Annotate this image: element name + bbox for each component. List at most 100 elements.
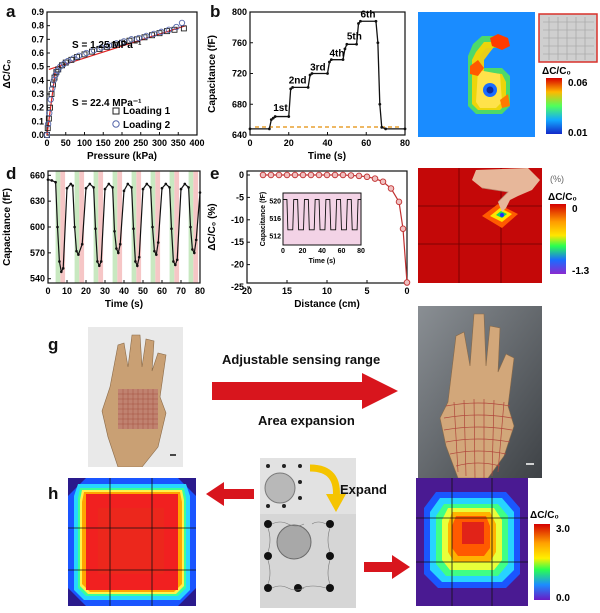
loading2-point bbox=[98, 44, 105, 51]
capacitance-point-b bbox=[306, 85, 310, 89]
e-ytick-label: -5 bbox=[236, 192, 244, 202]
capacitance-point-b bbox=[359, 19, 362, 23]
loading2-point bbox=[113, 40, 120, 47]
expand-label: Expand bbox=[340, 482, 387, 497]
b-ytick-label: 640 bbox=[232, 130, 247, 140]
capacitance-point-b bbox=[357, 22, 360, 25]
loading2-point bbox=[49, 85, 56, 92]
capacitance-point-d bbox=[65, 186, 69, 190]
a-ytick-label: 0.7 bbox=[31, 34, 44, 44]
colorbar-h-group: ΔC/C₀ 3.0 0.0 bbox=[530, 510, 570, 604]
capacitance-point-d bbox=[111, 186, 114, 189]
capacitance-point-b bbox=[378, 102, 382, 106]
loading1-point bbox=[156, 30, 163, 37]
inset-x-label: Time (s) bbox=[309, 258, 336, 265]
chart-d: 0 10 20 30 40 50 60 70 80 540 570 600 630 660 Time (s… bbox=[2, 170, 205, 310]
capacitance-point-d bbox=[71, 184, 74, 187]
capacitance-point-b bbox=[273, 115, 277, 118]
d-ytick-label: 630 bbox=[30, 196, 45, 206]
capacitance-point-d bbox=[172, 260, 175, 263]
green-band bbox=[74, 171, 80, 283]
loading2-point bbox=[83, 49, 90, 57]
b-ytick-label: 680 bbox=[232, 99, 247, 109]
capacitance-point-d bbox=[145, 182, 149, 186]
capacitance-point-b bbox=[271, 116, 275, 120]
capacitance-point-d bbox=[80, 242, 84, 246]
capacitance-point-b bbox=[289, 87, 293, 91]
capacitance-point-b bbox=[355, 42, 358, 46]
capacitance-point-b bbox=[328, 60, 331, 64]
pink-band bbox=[174, 171, 180, 283]
e-ytick-label: -10 bbox=[231, 215, 244, 225]
capacitance-point-d bbox=[58, 260, 61, 263]
capacitance-point-d bbox=[155, 253, 158, 256]
loading1-point bbox=[141, 34, 148, 41]
loading2-point bbox=[47, 96, 54, 103]
loading1-point bbox=[164, 28, 170, 35]
capacitance-point-d bbox=[134, 260, 137, 263]
loading2-point bbox=[90, 47, 98, 54]
loading2-point bbox=[158, 28, 165, 35]
colorbar-h bbox=[534, 524, 550, 600]
capacitance-point-b bbox=[341, 58, 345, 62]
capacitance-point-b bbox=[248, 127, 252, 131]
capacitance-point-d bbox=[164, 182, 168, 186]
e-ytick-label: -25 bbox=[231, 282, 244, 292]
heatmap-c: ΔC/C₀ 0.06 0.01 bbox=[418, 12, 598, 139]
capacitance-point-d bbox=[193, 251, 196, 255]
pink-band bbox=[136, 171, 142, 283]
capacitance-point-d bbox=[75, 249, 78, 253]
capacitance-point-d bbox=[92, 186, 95, 189]
d-xtick-label: 30 bbox=[100, 286, 110, 296]
e-xtick-label: 15 bbox=[282, 286, 292, 296]
pink-band bbox=[60, 171, 66, 283]
e-ytick-label: 0 bbox=[239, 170, 244, 180]
d-ytick-label: 600 bbox=[30, 222, 45, 232]
x-axis-label-b: Time (s) bbox=[308, 151, 346, 162]
panel-label-e: e bbox=[210, 164, 220, 183]
capacitance-point-d bbox=[60, 270, 63, 274]
slope-low-label: S = 22.4 MPa⁻¹ bbox=[72, 98, 142, 109]
capacitance-point-b bbox=[291, 85, 295, 89]
a-ytick-label: 0.1 bbox=[31, 116, 44, 126]
b-xtick-label: 20 bbox=[284, 138, 294, 148]
heatmap-f: (%) ΔC/C₀ 0 -1.3 bbox=[418, 168, 590, 283]
colorbar-h-min: 0.0 bbox=[556, 593, 570, 604]
pink-band bbox=[155, 171, 161, 283]
a-xtick-label: 400 bbox=[189, 138, 204, 148]
a-ytick-label: 0.9 bbox=[31, 7, 44, 17]
b-ytick-label: 760 bbox=[232, 38, 247, 48]
b-xtick-label: 80 bbox=[400, 138, 410, 148]
capacitance-point-b bbox=[403, 127, 407, 131]
capacitance-point-b bbox=[374, 19, 378, 23]
response-point-e bbox=[291, 171, 299, 179]
capacitance-point-d bbox=[61, 267, 65, 270]
capacitance-point-d bbox=[137, 255, 141, 259]
b-xtick-label: 60 bbox=[361, 138, 371, 148]
response-point-e bbox=[347, 172, 355, 179]
capacitance-point-d bbox=[191, 248, 194, 251]
capacitance-point-d bbox=[179, 187, 183, 191]
capacitance-point-b bbox=[308, 73, 312, 77]
step-label-6: 6th bbox=[360, 9, 375, 20]
photo-g-left bbox=[88, 327, 183, 467]
a-xtick-label: 250 bbox=[133, 138, 148, 148]
colorbar-c-min: 0.01 bbox=[568, 128, 588, 139]
loading1-point bbox=[119, 39, 125, 46]
loading2-point bbox=[52, 71, 59, 79]
digit-six-shape bbox=[468, 34, 510, 114]
capacitance-point-b bbox=[329, 58, 333, 62]
loading1-point bbox=[68, 56, 75, 63]
response-point-e bbox=[267, 171, 275, 179]
colorbar-f-max: 0 bbox=[572, 204, 578, 215]
step-label-4: 4th bbox=[329, 49, 344, 60]
step-label-2: 2nd bbox=[289, 75, 307, 86]
capacitance-point-d bbox=[126, 182, 130, 186]
loading2-point bbox=[75, 52, 83, 59]
inset-y-label: Capacitance (fF) bbox=[260, 192, 267, 246]
expand-arrow bbox=[309, 464, 346, 512]
capacitance-point-d bbox=[98, 264, 101, 268]
chart-b: 0 20 40 60 80 640 680 720 760 800 1st 2nd3rd4th5th… bbox=[207, 7, 410, 162]
colorbar-f-min: -1.3 bbox=[572, 266, 590, 277]
colorbar-c bbox=[546, 78, 562, 134]
